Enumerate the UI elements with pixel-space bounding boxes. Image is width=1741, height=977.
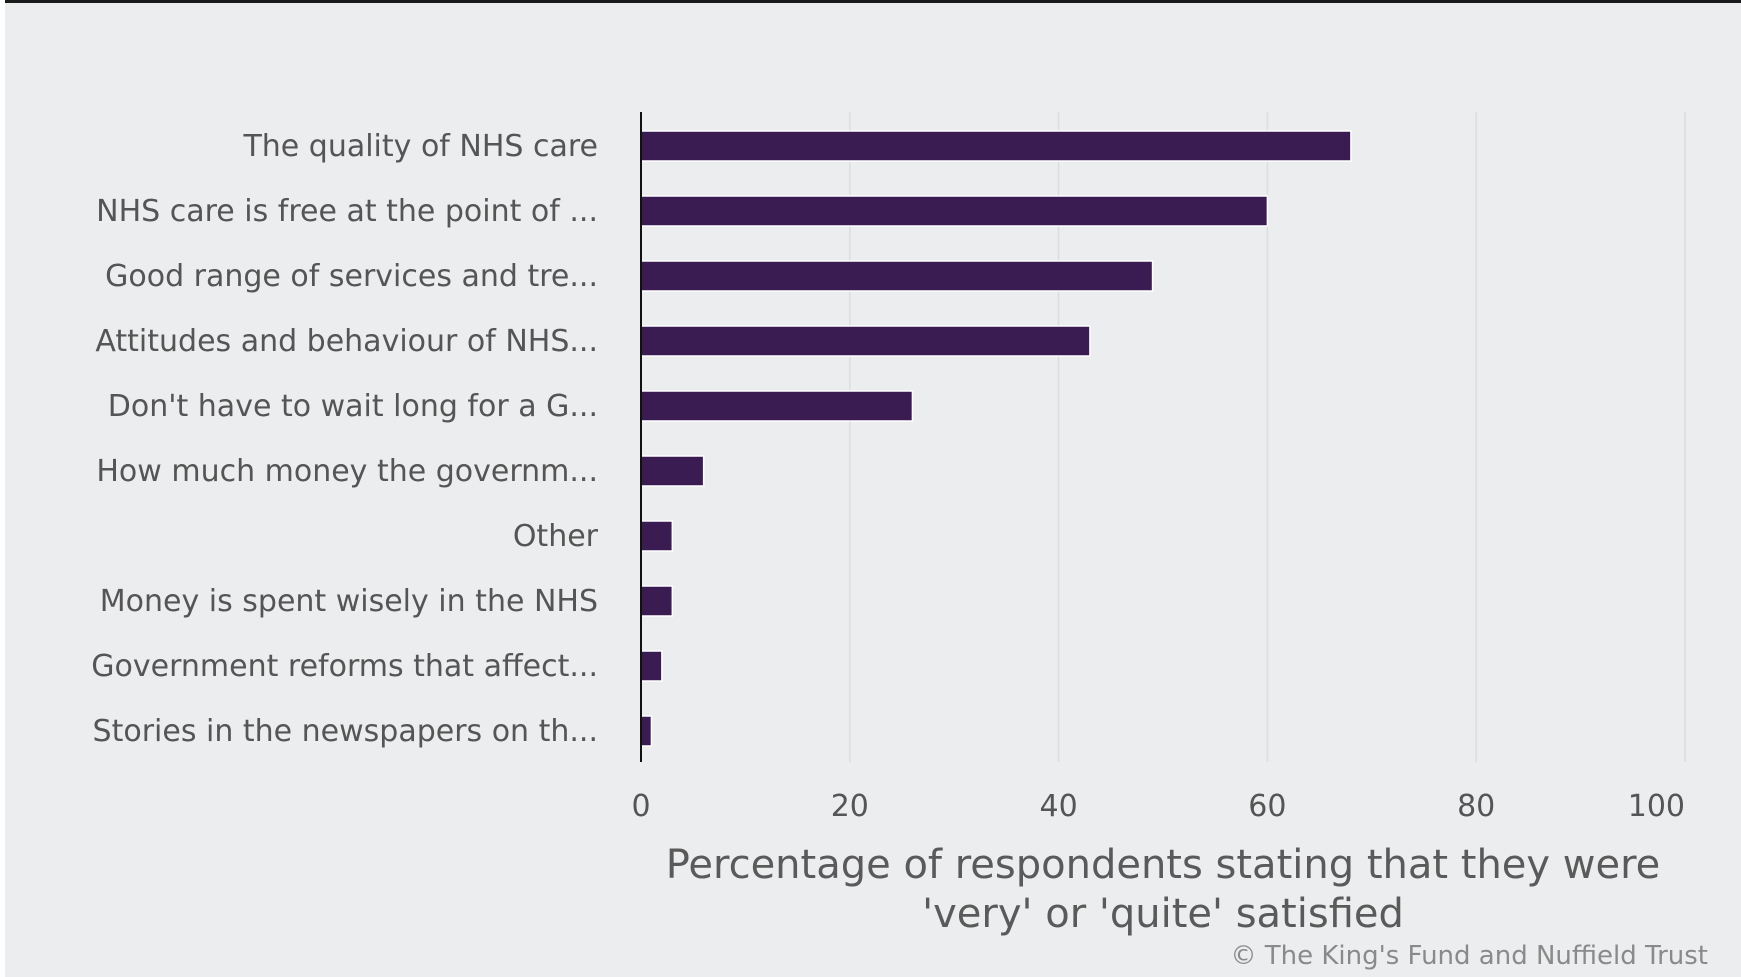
category-label: Other — [513, 519, 599, 554]
category-label: How much money the governm... — [96, 454, 598, 489]
bar[interactable] — [640, 455, 705, 487]
x-tick-label: 80 — [1457, 789, 1495, 824]
x-tick-label: 20 — [831, 789, 869, 824]
chart-frame — [5, 0, 1741, 977]
category-labels: The quality of NHS care NHS care is free … — [91, 129, 598, 749]
x-axis-title-line-2: 'very' or 'quite' satisfied — [922, 891, 1404, 937]
bar[interactable] — [640, 715, 653, 747]
bar[interactable] — [640, 585, 674, 617]
category-label: Stories in the newspapers on th... — [93, 714, 598, 749]
category-label: The quality of NHS care — [242, 129, 598, 164]
category-label: Don't have to wait long for a G... — [108, 389, 598, 424]
bar[interactable] — [640, 520, 674, 552]
bar[interactable] — [640, 130, 1352, 162]
category-label: NHS care is free at the point of ... — [96, 194, 598, 229]
bar[interactable] — [640, 325, 1091, 357]
bars — [640, 130, 1352, 747]
category-label: Money is spent wisely in the NHS — [100, 584, 598, 619]
category-label: Good range of services and tre... — [105, 259, 598, 294]
bar[interactable] — [640, 390, 914, 422]
x-axis-title-line-1: Percentage of respondents stating that t… — [666, 842, 1661, 888]
x-tick-label: 100 — [1628, 789, 1685, 824]
x-tick-label: 60 — [1248, 789, 1286, 824]
x-tick-label: 40 — [1040, 789, 1078, 824]
bar[interactable] — [640, 195, 1269, 227]
bar[interactable] — [640, 650, 663, 682]
bar[interactable] — [640, 260, 1154, 292]
x-tick-labels: 0 20 40 60 80 100 — [631, 789, 1685, 824]
category-label: Government reforms that affect... — [91, 649, 598, 684]
credit-text: © The King's Fund and Nuffield Trust — [1230, 941, 1708, 971]
category-label: Attitudes and behaviour of NHS... — [95, 324, 598, 359]
x-tick-label: 0 — [631, 789, 650, 824]
